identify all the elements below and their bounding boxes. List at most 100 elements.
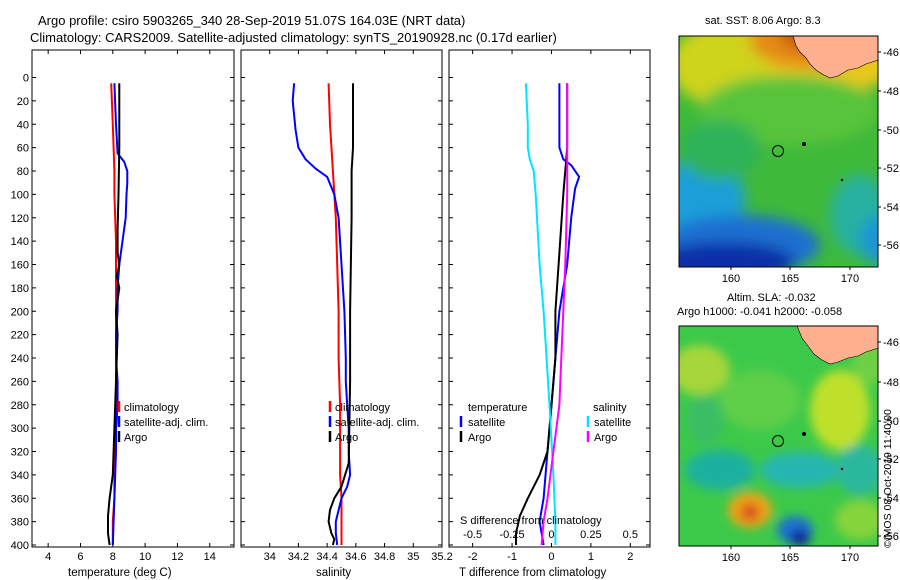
x-tick-label: 14 <box>204 551 216 563</box>
sla-map-subtitle: Argo h1000: -0.041 h2000: -0.058 <box>677 306 842 318</box>
map-lon-label: 170 <box>841 552 859 564</box>
x-tick-label: 35.2 <box>431 551 452 563</box>
y-tick-label: 100 <box>11 189 29 201</box>
series-line-t-argo <box>515 83 569 545</box>
x-tick-label: 6 <box>77 551 83 563</box>
sla-argo-marker <box>772 435 784 447</box>
legend-argo-label: Argo <box>124 432 147 444</box>
sla-map-image <box>679 326 878 546</box>
sst-map-frame <box>678 35 879 268</box>
salinity-legend: climatology satellite-adj. clim. Argo <box>328 401 419 444</box>
y-tick-label: 40 <box>17 119 29 131</box>
y-tick-label: 120 <box>11 213 29 225</box>
temperature-xlabel: temperature (deg C) <box>68 567 172 579</box>
y-tick-label: 300 <box>11 423 29 435</box>
legend-satellite-label: satellite-adj. clim. <box>124 417 208 429</box>
map-lat-label: -54 <box>883 202 899 214</box>
series-line-climatology <box>327 83 343 545</box>
sst-argo-marker <box>772 145 784 157</box>
x-tick-label: 2 <box>627 551 633 563</box>
legend-s-satellite-label: satellite <box>594 417 631 429</box>
x-tick-label: 34.4 <box>316 551 337 563</box>
map-lat-label: -52 <box>883 454 899 466</box>
map-lat-label: -50 <box>883 416 899 428</box>
map-lon-label: 160 <box>722 273 740 285</box>
map-lat-label: -46 <box>883 47 899 59</box>
x-tick-label: 34.8 <box>374 551 395 563</box>
y-tick-label: 0 <box>23 73 29 85</box>
x-tick-label: 34 <box>264 551 276 563</box>
x-tick-label: 34.6 <box>345 551 366 563</box>
legend-t-satellite-label: satellite <box>468 417 505 429</box>
series-line-s-satellite <box>524 83 557 545</box>
x-tick-label: 10 <box>139 551 151 563</box>
y-tick-label: 260 <box>11 376 29 388</box>
y-tick-label: 360 <box>11 493 29 505</box>
y-tick-label: 140 <box>11 236 29 248</box>
y-tick-label: 20 <box>17 96 29 108</box>
x-tick-label: 34.2 <box>288 551 309 563</box>
y-tick-label: 380 <box>11 517 29 529</box>
map-lat-label: -48 <box>883 86 899 98</box>
x-tick-label: 12 <box>171 551 183 563</box>
sst-map-image <box>679 36 878 267</box>
x2-tick-label: 0.25 <box>580 529 601 541</box>
x-tick-label: -1 <box>507 551 517 563</box>
legend-t-argo-label: Argo <box>468 432 491 444</box>
y-tick-label: 60 <box>17 143 29 155</box>
map-lat-label: -50 <box>883 125 899 137</box>
x2-tick-label: 0 <box>548 529 554 541</box>
temperature-legend: climatology satellite-adj. clim. Argo <box>117 401 208 444</box>
map-lat-label: -46 <box>883 337 899 349</box>
map-lat-label: -54 <box>883 493 899 505</box>
x-tick-label: 1 <box>588 551 594 563</box>
series-line-t-satellite <box>538 83 581 546</box>
series-line-argo <box>327 83 354 546</box>
x-tick-label: 8 <box>110 551 116 563</box>
map-lat-label: -48 <box>883 377 899 389</box>
series-line-s-argo <box>540 83 569 546</box>
salinity-xlabel: salinity <box>316 567 351 579</box>
x-tick-label: 35 <box>407 551 419 563</box>
y-tick-label: 200 <box>11 306 29 318</box>
x2-tick-label: -0.25 <box>500 529 525 541</box>
sla-map-title: Altim. SLA: -0.032 <box>727 292 816 304</box>
map-lat-label: -56 <box>883 240 899 252</box>
map-lon-label: 170 <box>841 273 859 285</box>
salinity-axes <box>240 49 443 548</box>
x2-tick-label: -0.5 <box>463 529 482 541</box>
legend-temperature-title: temperature <box>468 402 527 414</box>
x2-tick-label: 0.5 <box>623 529 638 541</box>
legend-salinity-title: salinity <box>593 402 627 414</box>
difference-xlabel: T difference from climatology <box>459 567 606 579</box>
s-difference-label: S difference from climatology <box>460 515 602 527</box>
map-lon-label: 165 <box>781 273 799 285</box>
y-tick-label: 180 <box>11 283 29 295</box>
map-lat-label: -56 <box>883 531 899 543</box>
difference-axes <box>448 49 651 548</box>
legend-climatology-label: climatology <box>124 402 180 414</box>
series-line-argo <box>107 83 121 546</box>
difference-legend: temperature satellite Argo salinity sate… <box>459 402 631 444</box>
header-line2: Climatology: CARS2009. Satellite-adjuste… <box>30 30 557 45</box>
x-tick-label: -2 <box>468 551 478 563</box>
legend-climatology-label: climatology <box>335 402 391 414</box>
x-tick-label: 4 <box>45 551 51 563</box>
y-tick-label: 80 <box>17 166 29 178</box>
imos-credit: ©IMOS 08-Oct-2019 11:40:00 <box>882 409 894 548</box>
map-lon-label: 165 <box>781 552 799 564</box>
y-tick-label: 220 <box>11 330 29 342</box>
sst-map-title: sat. SST: 8.06 Argo: 8.3 <box>705 15 821 27</box>
legend-s-argo-label: Argo <box>594 432 617 444</box>
y-tick-label: 400 <box>11 540 29 552</box>
legend-satellite-label: satellite-adj. clim. <box>335 417 419 429</box>
y-tick-label: 340 <box>11 470 29 482</box>
temperature-axes <box>31 49 235 548</box>
series-line-satellite-adj-clim- <box>111 83 129 546</box>
map-lat-label: -52 <box>883 163 899 175</box>
y-tick-label: 160 <box>11 260 29 272</box>
map-lon-label: 160 <box>722 552 740 564</box>
legend-argo-label: Argo <box>335 432 358 444</box>
header-line1: Argo profile: csiro 5903265_340 28-Sep-2… <box>38 13 465 28</box>
